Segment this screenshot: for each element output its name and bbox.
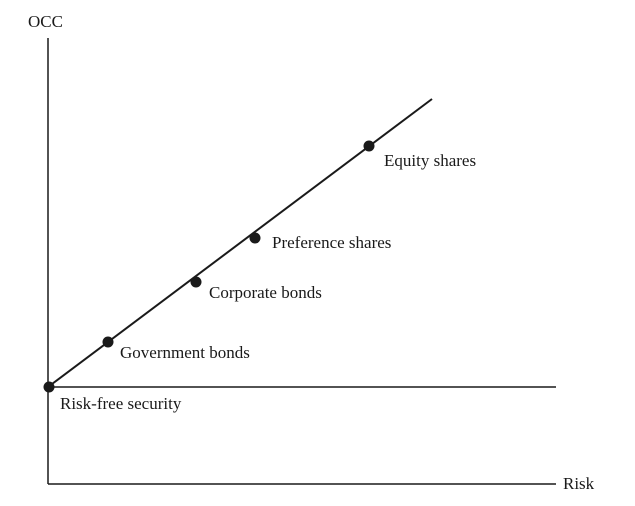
label-preference-shares: Preference shares [272, 233, 391, 252]
point-risk-free-security [43, 381, 55, 393]
point-equity-shares [363, 140, 375, 152]
label-government-bonds: Government bonds [120, 343, 250, 362]
point-preference-shares [249, 232, 261, 244]
label-risk-free-security: Risk-free security [60, 394, 182, 413]
point-corporate-bonds [190, 276, 202, 288]
y-axis-label: OCC [28, 12, 63, 31]
x-axis-label: Risk [563, 474, 595, 493]
label-corporate-bonds: Corporate bonds [209, 283, 322, 302]
point-government-bonds [102, 336, 114, 348]
label-equity-shares: Equity shares [384, 151, 476, 170]
